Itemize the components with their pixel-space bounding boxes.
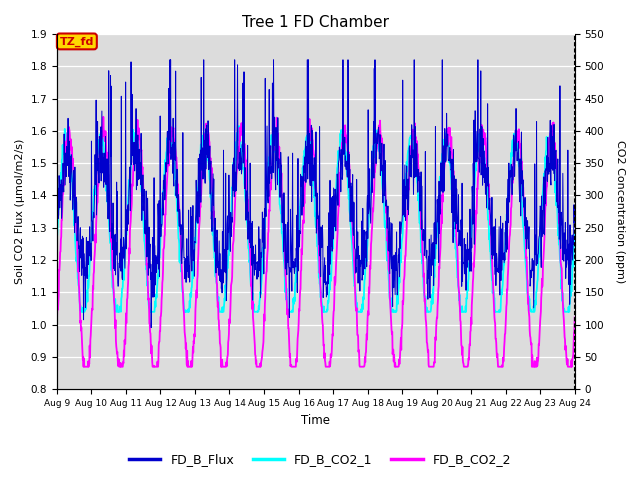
Legend: FD_B_Flux, FD_B_CO2_1, FD_B_CO2_2: FD_B_Flux, FD_B_CO2_1, FD_B_CO2_2 <box>124 448 516 471</box>
Title: Tree 1 FD Chamber: Tree 1 FD Chamber <box>243 15 389 30</box>
Y-axis label: CO2 Concentration (ppm): CO2 Concentration (ppm) <box>615 140 625 283</box>
Text: TZ_fd: TZ_fd <box>60 36 94 47</box>
X-axis label: Time: Time <box>301 414 330 427</box>
Y-axis label: Soil CO2 Flux (μmol/m2/s): Soil CO2 Flux (μmol/m2/s) <box>15 139 25 284</box>
